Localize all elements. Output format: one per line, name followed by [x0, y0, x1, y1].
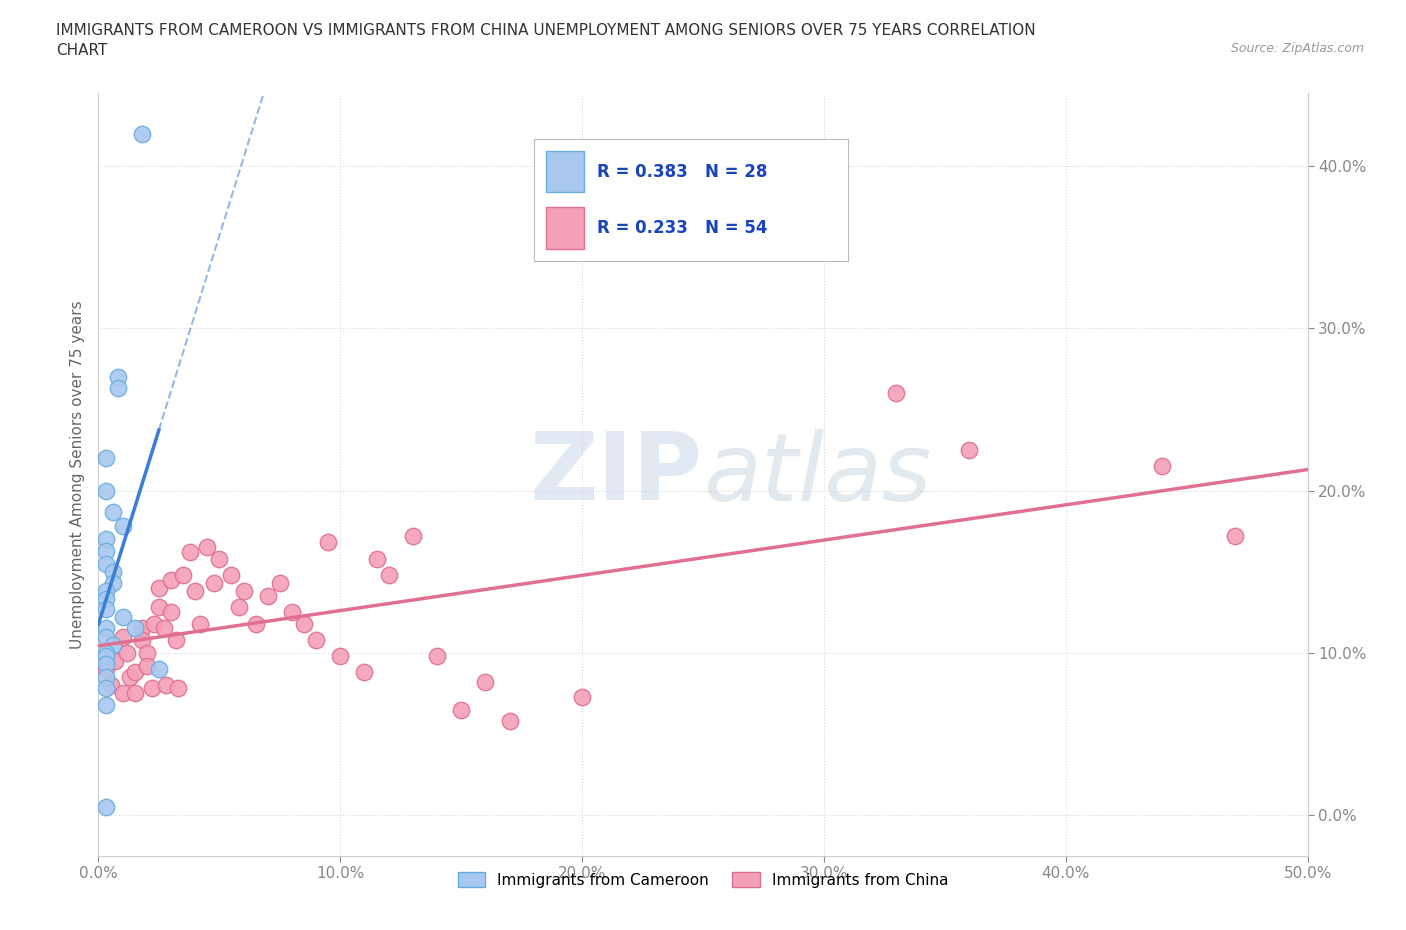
- Point: [141, 681, 163, 696]
- Point: [94, 681, 117, 696]
- Y-axis label: Unemployment Among Seniors over 75 years: Unemployment Among Seniors over 75 years: [69, 300, 84, 648]
- Point: [316, 535, 339, 550]
- Point: [111, 686, 134, 701]
- Point: [184, 584, 207, 599]
- Text: IMMIGRANTS FROM CAMEROON VS IMMIGRANTS FROM CHINA UNEMPLOYMENT AMONG SENIORS OVE: IMMIGRANTS FROM CAMEROON VS IMMIGRANTS F…: [56, 23, 1036, 58]
- Point: [124, 621, 146, 636]
- Point: [172, 567, 194, 582]
- Point: [1223, 528, 1246, 543]
- Point: [94, 483, 117, 498]
- Point: [118, 670, 141, 684]
- Point: [245, 617, 267, 631]
- Point: [353, 665, 375, 680]
- Point: [94, 648, 117, 663]
- Point: [148, 600, 170, 615]
- Point: [94, 532, 117, 547]
- Point: [366, 551, 388, 566]
- Point: [329, 648, 352, 663]
- Point: [124, 686, 146, 701]
- Point: [101, 565, 124, 579]
- Point: [292, 617, 315, 631]
- Point: [94, 800, 117, 815]
- Point: [426, 648, 449, 663]
- Point: [402, 528, 425, 543]
- Point: [179, 545, 201, 560]
- Point: [498, 713, 520, 728]
- Point: [104, 654, 127, 669]
- Point: [450, 702, 472, 717]
- Point: [111, 629, 134, 644]
- Point: [94, 670, 117, 684]
- Point: [94, 621, 117, 636]
- Point: [94, 698, 117, 712]
- Legend: Immigrants from Cameroon, Immigrants from China: Immigrants from Cameroon, Immigrants fro…: [451, 866, 955, 894]
- Point: [167, 681, 190, 696]
- Point: [94, 602, 117, 617]
- Point: [94, 629, 117, 644]
- Point: [188, 617, 211, 631]
- Point: [148, 661, 170, 676]
- Point: [208, 551, 231, 566]
- Point: [160, 604, 183, 619]
- Text: atlas: atlas: [703, 429, 931, 520]
- Point: [886, 386, 908, 401]
- Point: [101, 637, 124, 652]
- Point: [957, 443, 980, 458]
- Point: [135, 658, 157, 673]
- Point: [160, 572, 183, 587]
- Point: [94, 661, 117, 676]
- Point: [131, 621, 153, 636]
- Text: ZIP: ZIP: [530, 429, 703, 520]
- Point: [101, 576, 124, 591]
- Point: [221, 567, 243, 582]
- Point: [377, 567, 399, 582]
- Point: [111, 519, 134, 534]
- Point: [100, 678, 122, 693]
- Point: [165, 632, 187, 647]
- Point: [474, 674, 496, 689]
- Point: [571, 689, 593, 704]
- Point: [195, 540, 218, 555]
- Text: Source: ZipAtlas.com: Source: ZipAtlas.com: [1230, 42, 1364, 55]
- Point: [94, 591, 117, 606]
- Point: [94, 543, 117, 558]
- Point: [117, 645, 139, 660]
- Point: [94, 645, 117, 660]
- Point: [111, 610, 134, 625]
- Point: [131, 126, 153, 141]
- Point: [228, 600, 250, 615]
- Point: [131, 632, 153, 647]
- Point: [155, 678, 177, 693]
- Point: [94, 556, 117, 571]
- Point: [135, 645, 157, 660]
- Point: [124, 665, 146, 680]
- Point: [94, 584, 117, 599]
- Point: [101, 504, 124, 519]
- Point: [94, 657, 117, 671]
- Point: [1152, 458, 1174, 473]
- Point: [269, 576, 291, 591]
- Point: [281, 604, 304, 619]
- Point: [107, 381, 129, 396]
- Point: [256, 589, 278, 604]
- Point: [204, 576, 226, 591]
- Point: [107, 369, 129, 384]
- Point: [143, 617, 166, 631]
- Point: [148, 580, 170, 595]
- Point: [152, 621, 174, 636]
- Point: [232, 584, 254, 599]
- Point: [305, 632, 328, 647]
- Point: [94, 451, 117, 466]
